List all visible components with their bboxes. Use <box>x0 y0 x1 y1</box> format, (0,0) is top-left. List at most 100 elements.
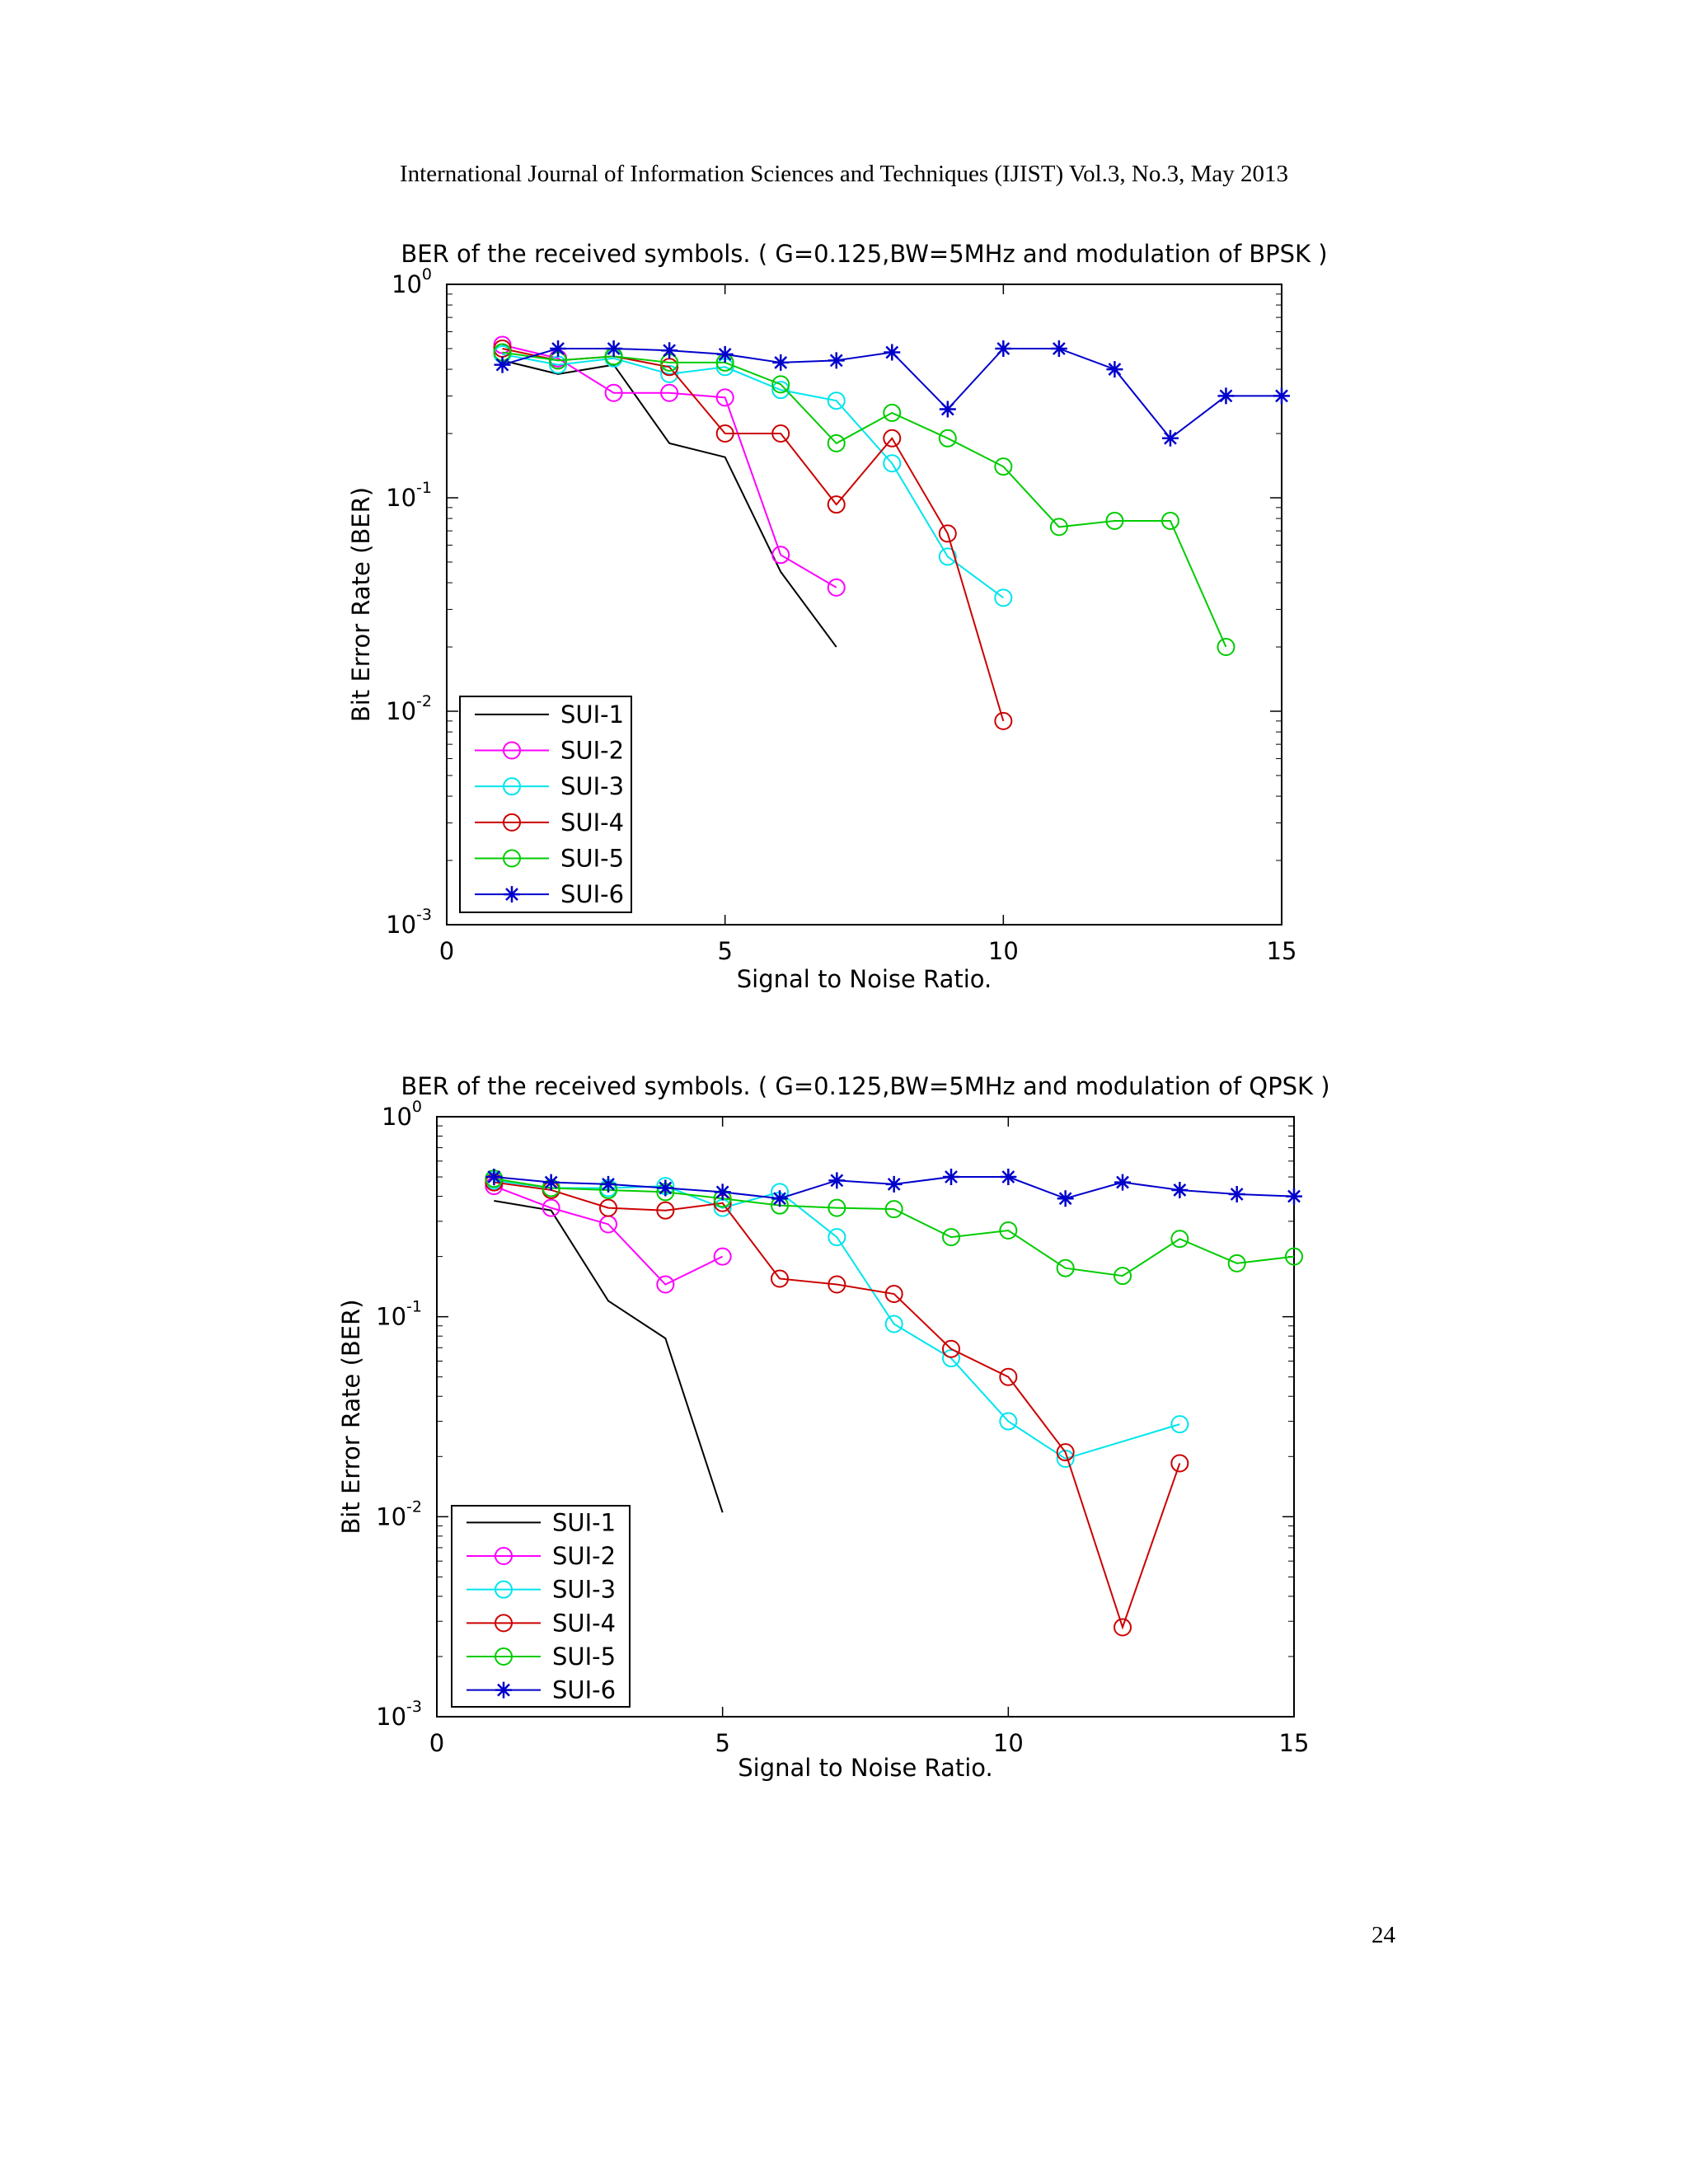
y-tick-label-0: 100 <box>382 1098 422 1131</box>
y-tick-label-3: 10-3 <box>376 1698 422 1731</box>
y-tick-label-1: 10-1 <box>376 1298 422 1331</box>
series-sui-6-point-12 <box>1161 429 1179 447</box>
series-sui-6-point-7 <box>885 1175 903 1193</box>
legend-marker-point-1 <box>495 1547 513 1565</box>
series-sui-4-point-7 <box>884 1285 903 1304</box>
legend-label-3: SUI-4 <box>560 808 624 837</box>
legend-marker-point-5 <box>504 886 520 903</box>
series-sui-6-point-5 <box>771 1190 788 1207</box>
series-sui-4-point-5 <box>771 424 790 443</box>
series-sui-3-point-6 <box>827 391 846 410</box>
legend-marker-point-3 <box>495 1614 513 1633</box>
series-sui-4-point-11 <box>1114 1618 1132 1637</box>
series-sui-6-point-4 <box>714 1183 731 1201</box>
x-tick-label-0: 0 <box>429 1729 444 1757</box>
plot-frame <box>436 1116 1295 1718</box>
series-sui-2-line <box>493 1185 724 1286</box>
legend-marker-point-4 <box>503 849 521 868</box>
series-sui-4-point-7 <box>883 429 902 448</box>
legend-marker-point-3 <box>503 813 521 832</box>
series-sui-5-point-6 <box>828 1198 846 1217</box>
series-sui-4 <box>485 1173 1189 1637</box>
legend-label-4: SUI-5 <box>560 845 624 873</box>
series-sui-3-point-7 <box>883 454 902 473</box>
series-sui-6-point-9 <box>995 340 1012 357</box>
series-sui-3-point-9 <box>999 1412 1018 1431</box>
series-sui-2-point-4 <box>715 388 734 407</box>
series-sui-4-line <box>494 1181 1181 1630</box>
series-sui-6-point-11 <box>1106 361 1123 378</box>
legend-marker-point-2 <box>495 1580 513 1599</box>
series-sui-5-point-7 <box>883 403 902 422</box>
legend-marker-point-5 <box>495 1681 512 1699</box>
series-sui-6-point-0 <box>485 1169 503 1186</box>
series-sui-2-point-4 <box>713 1247 732 1266</box>
series-sui-6-point-1 <box>542 1174 560 1191</box>
series-sui-2-point-5 <box>771 546 790 565</box>
series-sui-6 <box>494 340 1290 447</box>
series-sui-4-point-6 <box>827 495 846 514</box>
series-sui-6-point-14 <box>1273 387 1290 405</box>
legend-label-1: SUI-2 <box>560 737 624 765</box>
series-sui-6-point-1 <box>550 340 567 357</box>
series-sui-4-point-5 <box>771 1269 789 1288</box>
legend-label-5: SUI-6 <box>560 880 624 908</box>
y-tick-label-2: 10-2 <box>376 1497 422 1530</box>
y-axis: 100 10-1 10-2 10-3 <box>386 265 1282 939</box>
series-sui-6-point-7 <box>884 344 901 361</box>
series-sui-5-line <box>494 1178 1295 1277</box>
series-sui-5-point-12 <box>1170 1230 1189 1249</box>
x-tick-label-3: 15 <box>1267 937 1297 965</box>
series-sui-3-point-7 <box>884 1315 903 1333</box>
series-sui-5 <box>485 1169 1303 1286</box>
series-sui-3-point-5 <box>771 381 790 400</box>
series-sui-5-point-10 <box>1056 1258 1075 1277</box>
chart-title: BER of the received symbols. ( G=0.125,B… <box>401 240 1327 268</box>
series-sui-5-point-13 <box>1227 1254 1246 1272</box>
legend-marker-point-1 <box>503 741 521 760</box>
x-axis: 0 5 10 15 <box>429 1117 1309 1757</box>
legend-box <box>451 1505 631 1708</box>
series-sui-2-point-3 <box>660 383 679 402</box>
series-sui-6-point-2 <box>605 340 622 357</box>
series-sui-1-line <box>494 1199 724 1513</box>
legend-box <box>459 696 632 913</box>
series-sui-2-point-1 <box>542 1198 560 1217</box>
y-tick-label-0: 100 <box>392 265 432 298</box>
x-axis-label: Signal to Noise Ratio. <box>737 965 992 993</box>
series-sui-4-point-9 <box>999 1367 1018 1386</box>
series-sui-6-point-2 <box>600 1175 617 1193</box>
legend: SUI-1 SUI-2 SUI-3 SUI-4 SUI-5 SUI-6 <box>459 696 632 913</box>
series-sui-2-line <box>502 344 837 588</box>
series-sui-5-point-6 <box>827 434 846 452</box>
series-sui-4-point-2 <box>599 1198 617 1217</box>
page-number: 24 <box>1372 1922 1395 1948</box>
plot-frame <box>446 284 1282 926</box>
series-sui-6-point-11 <box>1114 1174 1131 1191</box>
series-sui-5-point-8 <box>938 429 957 448</box>
y-axis-label: Bit Error Rate (BER) <box>347 487 375 722</box>
series-sui-6-point-8 <box>939 401 956 418</box>
series-sui-5-point-7 <box>884 1200 903 1219</box>
legend-label-2: SUI-3 <box>560 772 624 800</box>
chart-title: BER of the received symbols. ( G=0.125,B… <box>401 1072 1329 1100</box>
series-sui-3 <box>493 344 1013 607</box>
series-sui-2-point-2 <box>604 383 623 402</box>
series-sui-6-point-0 <box>494 356 511 373</box>
series-sui-5-point-10 <box>1049 518 1068 537</box>
legend-label-4: SUI-5 <box>552 1643 616 1671</box>
y-axis-label: Bit Error Rate (BER) <box>337 1299 365 1534</box>
y-axis: 100 10-1 10-2 10-3 <box>376 1098 1294 1731</box>
series-sui-1-line <box>502 359 837 648</box>
series-sui-6 <box>485 1169 1302 1207</box>
x-tick-label-2: 10 <box>988 937 1019 965</box>
series-sui-1 <box>502 359 837 648</box>
series-sui-3-line <box>494 1179 1180 1460</box>
series-sui-3-point-6 <box>828 1228 846 1247</box>
series-sui-3-point-9 <box>994 588 1013 607</box>
legend-label-0: SUI-1 <box>552 1508 616 1536</box>
series-sui-6-point-12 <box>1171 1181 1189 1198</box>
x-axis: 0 5 10 15 <box>439 284 1297 965</box>
series-sui-3-line <box>502 353 1004 599</box>
series-sui-4-point-9 <box>994 711 1013 730</box>
